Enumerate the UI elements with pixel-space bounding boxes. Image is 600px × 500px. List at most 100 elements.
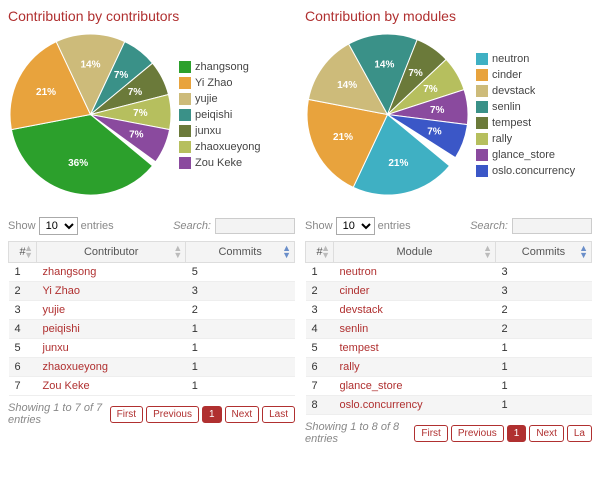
cell-index: 5 <box>9 339 37 358</box>
legend-label: cinder <box>492 69 522 81</box>
cell-index: 6 <box>9 358 37 377</box>
pager-last[interactable]: Last <box>262 406 295 423</box>
legend-item[interactable]: devstack <box>476 85 592 97</box>
legend-item[interactable]: senlin <box>476 101 592 113</box>
cell-name[interactable]: cinder <box>334 282 496 301</box>
legend-item[interactable]: Zou Keke <box>179 157 295 169</box>
legend-item[interactable]: junxu <box>179 125 295 137</box>
column-header[interactable]: Module▲▼ <box>334 242 496 263</box>
show-entries: Show 10 entries <box>8 217 114 235</box>
table-row[interactable]: 1neutron3 <box>306 263 592 282</box>
pie-slice-label: 7% <box>129 129 144 140</box>
cell-name[interactable]: Yi Zhao <box>37 282 186 301</box>
table-row[interactable]: 7glance_store1 <box>306 377 592 396</box>
cell-name[interactable]: tempest <box>334 339 496 358</box>
legend-item[interactable]: glance_store <box>476 149 592 161</box>
legend-item[interactable]: zhangsong <box>179 61 295 73</box>
column-label: Commits <box>218 246 261 258</box>
show-entries-label: Show <box>305 220 336 232</box>
table-row[interactable]: 7Zou Keke1 <box>9 377 295 396</box>
legend-item[interactable]: cinder <box>476 69 592 81</box>
cell-name[interactable]: neutron <box>334 263 496 282</box>
pager-prev[interactable]: Previous <box>451 425 504 442</box>
column-header[interactable]: Commits▲▼ <box>186 242 295 263</box>
cell-index: 2 <box>306 282 334 301</box>
cell-name[interactable]: glance_store <box>334 377 496 396</box>
legend-swatch <box>179 61 191 73</box>
table-controls: Show 10 entries Search: <box>305 217 592 235</box>
table-row[interactable]: 4senlin2 <box>306 320 592 339</box>
column-header[interactable]: Contributor▲▼ <box>37 242 186 263</box>
table-row[interactable]: 6zhaoxueyong1 <box>9 358 295 377</box>
table-footer: Showing 1 to 7 of 7 entriesFirstPrevious… <box>8 402 295 426</box>
data-table: #▲▼Contributor▲▼Commits▲▼1zhangsong52Yi … <box>8 241 295 396</box>
legend-swatch <box>476 149 488 161</box>
table-row[interactable]: 1zhangsong5 <box>9 263 295 282</box>
show-entries-select[interactable]: 10 <box>336 217 375 235</box>
pager-current[interactable]: 1 <box>202 406 222 423</box>
column-header[interactable]: Commits▲▼ <box>495 242 591 263</box>
column-header[interactable]: #▲▼ <box>306 242 334 263</box>
cell-value: 1 <box>495 339 591 358</box>
table-row[interactable]: 3yujie2 <box>9 301 295 320</box>
cell-name[interactable]: junxu <box>37 339 186 358</box>
sort-icon: ▲▼ <box>579 245 588 259</box>
pie-slice-label: 21% <box>388 158 408 169</box>
cell-name[interactable]: senlin <box>334 320 496 339</box>
pie-slice-label: 36% <box>68 158 88 169</box>
legend-item[interactable]: rally <box>476 133 592 145</box>
pager-prev[interactable]: Previous <box>146 406 199 423</box>
table-row[interactable]: 3devstack2 <box>306 301 592 320</box>
table-row[interactable]: 2Yi Zhao3 <box>9 282 295 301</box>
pager-next[interactable]: Next <box>225 406 260 423</box>
legend-item[interactable]: neutron <box>476 53 592 65</box>
column-label: Module <box>396 246 432 258</box>
pager-last[interactable]: La <box>567 425 592 442</box>
cell-name[interactable]: peiqishi <box>37 320 186 339</box>
table-row[interactable]: 4peiqishi1 <box>9 320 295 339</box>
cell-name[interactable]: zhangsong <box>37 263 186 282</box>
legend-item[interactable]: zhaoxueyong <box>179 141 295 153</box>
cell-name[interactable]: zhaoxueyong <box>37 358 186 377</box>
column-header[interactable]: #▲▼ <box>9 242 37 263</box>
pie-slice-label: 7% <box>114 70 129 81</box>
legend-item[interactable]: tempest <box>476 117 592 129</box>
pager: FirstPrevious1NextLa <box>414 425 592 442</box>
cell-value: 1 <box>186 320 295 339</box>
cell-name[interactable]: yujie <box>37 301 186 320</box>
sort-icon: ▲▼ <box>173 245 182 259</box>
cell-name[interactable]: devstack <box>334 301 496 320</box>
cell-name[interactable]: Zou Keke <box>37 377 186 396</box>
show-entries-select[interactable]: 10 <box>39 217 78 235</box>
table-head: #▲▼Contributor▲▼Commits▲▼ <box>9 242 295 263</box>
search-input[interactable] <box>512 218 592 234</box>
cell-index: 3 <box>306 301 334 320</box>
table-row[interactable]: 6rally1 <box>306 358 592 377</box>
pager-current[interactable]: 1 <box>507 425 527 442</box>
cell-name[interactable]: oslo.concurrency <box>334 396 496 415</box>
show-entries-label: Show <box>8 220 39 232</box>
pager-next[interactable]: Next <box>529 425 564 442</box>
table-row[interactable]: 5junxu1 <box>9 339 295 358</box>
legend-label: tempest <box>492 117 531 129</box>
sort-icon: ▲▼ <box>321 245 330 259</box>
cell-index: 5 <box>306 339 334 358</box>
legend-item[interactable]: yujie <box>179 93 295 105</box>
legend-item[interactable]: peiqishi <box>179 109 295 121</box>
legend-item[interactable]: oslo.concurrency <box>476 165 592 177</box>
table-body: 1neutron32cinder33devstack24senlin25temp… <box>306 263 592 415</box>
pager-first[interactable]: First <box>414 425 447 442</box>
legend-item[interactable]: Yi Zhao <box>179 77 295 89</box>
search-input[interactable] <box>215 218 295 234</box>
show-entries-label: entries <box>375 220 411 232</box>
table-row[interactable]: 2cinder3 <box>306 282 592 301</box>
cell-name[interactable]: rally <box>334 358 496 377</box>
pie-slice-label: 14% <box>80 60 100 71</box>
table-row[interactable]: 8oslo.concurrency1 <box>306 396 592 415</box>
pie-slice-label: 7% <box>128 87 143 98</box>
legend-label: glance_store <box>492 149 555 161</box>
table-row[interactable]: 5tempest1 <box>306 339 592 358</box>
search: Search: <box>173 218 295 234</box>
pager-first[interactable]: First <box>110 406 143 423</box>
search-label: Search: <box>470 220 508 232</box>
